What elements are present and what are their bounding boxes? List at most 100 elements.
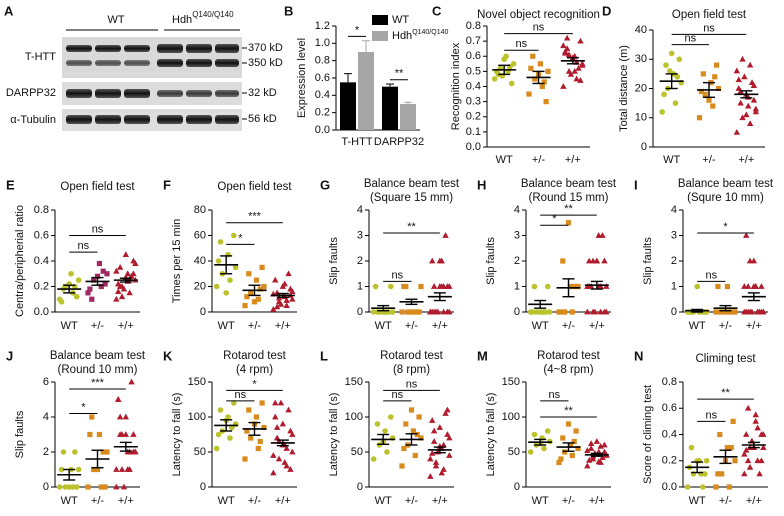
- data-point: [257, 438, 263, 445]
- data-point: [733, 67, 741, 74]
- data-point: [526, 91, 532, 97]
- data-point: [567, 442, 573, 448]
- y-tick-label: 6: [43, 376, 49, 388]
- data-point: [408, 407, 415, 413]
- data-point: [700, 71, 706, 77]
- data-point: [116, 283, 124, 289]
- data-point: [281, 280, 288, 287]
- y-tick-label: 4: [43, 411, 49, 423]
- data-point: [85, 290, 91, 296]
- x-tick-label: WT: [689, 495, 706, 507]
- data-point: [743, 111, 750, 118]
- data-point: [752, 411, 759, 418]
- data-point: [89, 296, 95, 302]
- y-tick-label: 4: [514, 204, 520, 216]
- significance-label: *: [238, 232, 243, 244]
- data-point: [577, 77, 584, 83]
- data-point: [255, 296, 261, 302]
- significance-label: ns: [685, 33, 697, 45]
- data-point: [746, 120, 754, 126]
- y-tick-label: 50: [508, 446, 520, 458]
- data-point: [442, 410, 449, 416]
- data-point: [726, 484, 732, 490]
- data-point: [688, 444, 695, 451]
- data-point: [684, 484, 691, 490]
- data-point: [104, 449, 110, 455]
- data-point: [387, 283, 394, 290]
- data-point: [733, 128, 741, 135]
- y-tick-label: 40: [194, 255, 206, 267]
- panel-title: Balance beam test: [50, 350, 146, 362]
- x-tick-label: +/-: [562, 495, 575, 507]
- x-tick-label: WT: [532, 320, 549, 332]
- data-point: [213, 445, 220, 452]
- data-point: [128, 378, 135, 385]
- x-tick-label: +/+: [118, 320, 134, 332]
- significance-label: **: [395, 68, 404, 80]
- x-tick-label: +/+: [432, 495, 448, 507]
- data-point: [73, 293, 80, 300]
- data-point: [399, 309, 405, 315]
- data-point: [279, 420, 287, 427]
- data-point: [94, 466, 101, 473]
- data-point: [591, 308, 599, 315]
- data-point: [113, 267, 120, 274]
- legend-swatch: [372, 31, 388, 41]
- data-point: [430, 438, 438, 444]
- data-point: [275, 455, 283, 462]
- data-point: [289, 448, 296, 455]
- data-point: [429, 450, 436, 456]
- x-tick-label: WT: [375, 495, 392, 507]
- data-point: [58, 299, 65, 305]
- data-point: [432, 459, 440, 465]
- data-point: [724, 445, 730, 451]
- data-point: [122, 413, 130, 420]
- data-point: [102, 484, 108, 490]
- y-axis-label: Latency to fall (s): [328, 393, 340, 477]
- y-tick-label: 0.4: [315, 89, 330, 101]
- data-point: [724, 283, 730, 290]
- panel-title: Balance beam test: [364, 178, 460, 190]
- data-point: [573, 428, 579, 434]
- y-tick-label: 0.3: [466, 96, 481, 108]
- data-point: [244, 294, 250, 300]
- data-point: [446, 452, 453, 458]
- panel-letter: H: [477, 177, 486, 192]
- data-point: [289, 431, 296, 437]
- data-point: [571, 438, 577, 445]
- significance-label: ns: [706, 269, 718, 281]
- data-point: [728, 309, 734, 315]
- data-point: [91, 466, 97, 473]
- y-tick-label: 150: [502, 376, 520, 388]
- data-point: [575, 64, 582, 71]
- data-point: [85, 484, 91, 490]
- data-point: [539, 83, 545, 90]
- y-tick-label: 2: [357, 255, 363, 267]
- data-point: [508, 80, 515, 87]
- data-point: [565, 421, 572, 427]
- data-point: [745, 102, 752, 109]
- data-point: [732, 458, 738, 464]
- data-point: [122, 431, 130, 437]
- data-point: [272, 399, 279, 406]
- data-point: [403, 421, 409, 427]
- panel-letter: G: [320, 177, 330, 192]
- data-point: [599, 454, 606, 460]
- y-tick-label: 0.0: [34, 306, 49, 318]
- x-tick-label: +/+: [746, 495, 762, 507]
- panel-letter: I: [634, 177, 638, 192]
- data-point: [584, 308, 591, 315]
- legend-label-base: Hdh: [392, 30, 412, 42]
- data-point: [728, 445, 734, 451]
- data-point: [418, 435, 424, 441]
- x-tick-label: WT: [61, 320, 78, 332]
- x-tick-label: WT: [218, 495, 235, 507]
- data-point: [98, 283, 104, 290]
- y-tick-label: 150: [345, 376, 363, 388]
- data-point: [246, 271, 252, 277]
- data-point: [251, 299, 258, 305]
- panel-h: H Balance beam test (Round 15 mm) Slip faul…: [477, 177, 617, 331]
- x-tick-label: +/+: [118, 495, 134, 507]
- size-label: 56 kD: [248, 113, 277, 125]
